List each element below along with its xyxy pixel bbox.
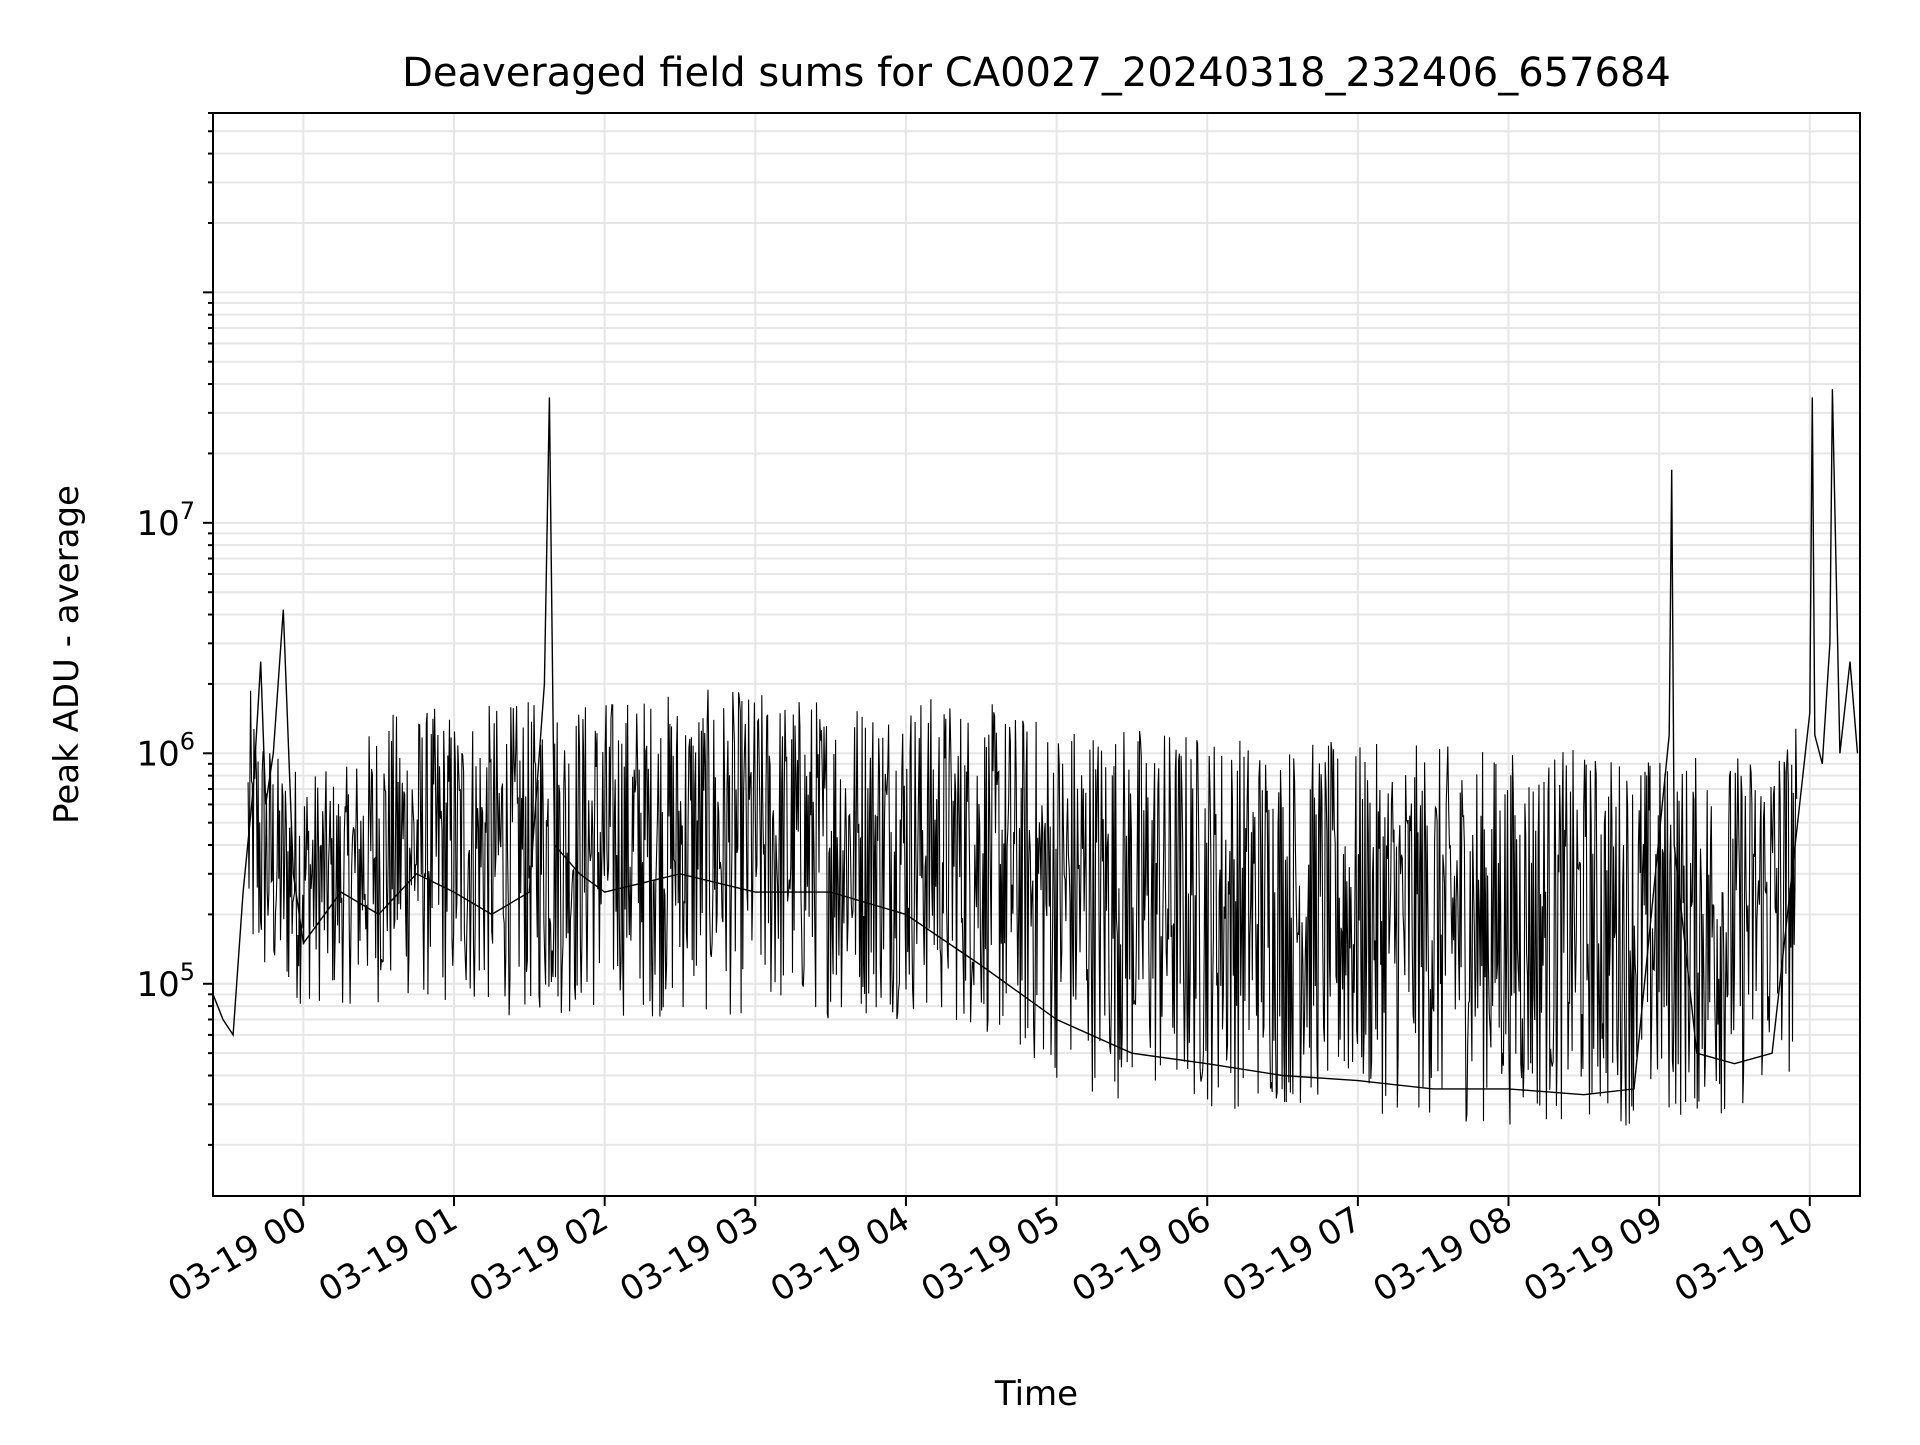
y-axis-label: Peak ADU - average — [47, 485, 87, 824]
plot-frame — [212, 112, 1861, 1197]
data-layer — [213, 389, 1859, 1126]
series-noise-line — [247, 689, 1798, 1126]
x-axis-label: Time — [994, 1374, 1078, 1414]
series-line — [213, 389, 1859, 1096]
y-tick-label: 107 — [136, 497, 195, 544]
y-tick-label: 105 — [136, 958, 195, 1005]
chart-title: Deaveraged field sums for CA0027_2024031… — [402, 50, 1671, 96]
y-tick-label: 106 — [136, 727, 195, 774]
